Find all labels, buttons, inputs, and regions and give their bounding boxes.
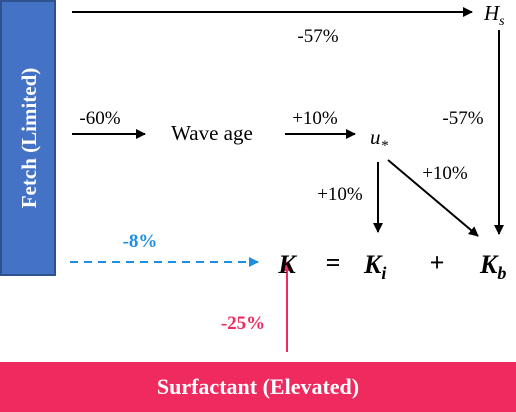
eq-plus: + bbox=[430, 248, 445, 277]
fetch-label: Fetch (Limited) bbox=[17, 68, 41, 209]
arrow bbox=[387, 159, 479, 237]
eq-kb: Kb bbox=[479, 250, 506, 283]
edge-label: -60% bbox=[79, 108, 120, 129]
equation: K = Ki + Kb bbox=[277, 248, 506, 283]
surfactant-box bbox=[0, 362, 516, 412]
edge-label: +10% bbox=[317, 184, 363, 205]
eq-k: K bbox=[277, 250, 297, 279]
eq-ki: Ki bbox=[363, 250, 386, 283]
eq-equals: = bbox=[326, 248, 341, 277]
u-star-node: u* bbox=[370, 125, 389, 154]
edge-label: -57% bbox=[297, 26, 338, 47]
edge-label: +10% bbox=[292, 108, 338, 129]
wave-age-node: Wave age bbox=[171, 121, 253, 145]
edge-label: -25% bbox=[221, 313, 265, 334]
surfactant-label: Surfactant (Elevated) bbox=[157, 374, 359, 399]
edge-label: +10% bbox=[422, 163, 468, 184]
fetch-box bbox=[0, 0, 56, 276]
edge-label: -57% bbox=[442, 108, 483, 129]
hs-node: Hs bbox=[483, 1, 505, 29]
edge-label: -8% bbox=[123, 231, 158, 252]
